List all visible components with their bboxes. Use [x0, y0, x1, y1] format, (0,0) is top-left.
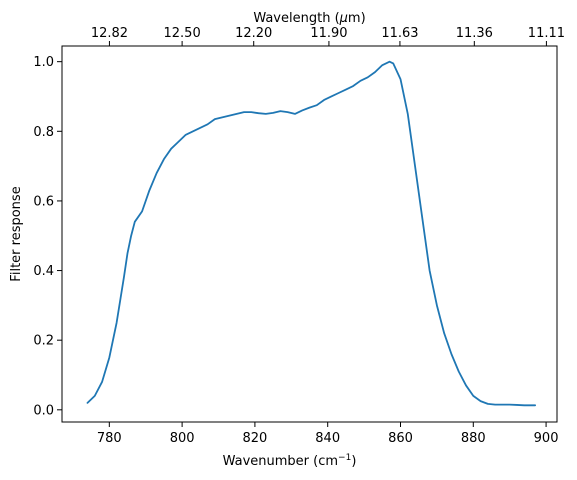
y-tick-label: 0.6 — [33, 194, 54, 209]
top-wavelength-axis: 12.82 12.50 12.20 11.90 11.63 11.36 11.11 — [91, 26, 565, 46]
x-axis: 780 800 820 840 860 880 900 — [97, 422, 559, 446]
top-tick-label: 11.36 — [456, 26, 493, 41]
x-tick-label: 800 — [170, 431, 195, 446]
top-tick-label: 12.50 — [164, 26, 201, 41]
filter-response-line — [86, 60, 537, 407]
top-tick-label: 11.63 — [381, 26, 418, 41]
top-axis-label: Wavelength (μm) — [253, 11, 365, 26]
x-tick-label: 840 — [315, 431, 340, 446]
x-axis-label: Wavenumber (cm−1) — [223, 453, 357, 469]
top-tick-label: 12.20 — [235, 26, 272, 41]
x-tick-label: 820 — [242, 431, 267, 446]
x-tick-label: 900 — [534, 431, 559, 446]
x-tick-label: 860 — [388, 431, 413, 446]
top-tick-label: 12.82 — [91, 26, 128, 41]
y-tick-label: 0.0 — [33, 403, 54, 418]
y-tick-label: 1.0 — [33, 55, 54, 70]
top-tick-label: 11.90 — [310, 26, 347, 41]
y-axis-label: Filter response — [9, 186, 24, 281]
x-tick-label: 880 — [461, 431, 486, 446]
plot-frame — [61, 45, 558, 423]
y-tick-label: 0.2 — [33, 334, 54, 349]
y-axis: 0.0 0.2 0.4 0.6 0.8 1.0 — [33, 55, 62, 418]
plot-series — [86, 60, 537, 407]
y-tick-label: 0.4 — [33, 264, 54, 279]
y-tick-label: 0.8 — [33, 125, 54, 140]
x-tick-label: 780 — [97, 431, 122, 446]
top-tick-label: 11.11 — [528, 26, 565, 41]
